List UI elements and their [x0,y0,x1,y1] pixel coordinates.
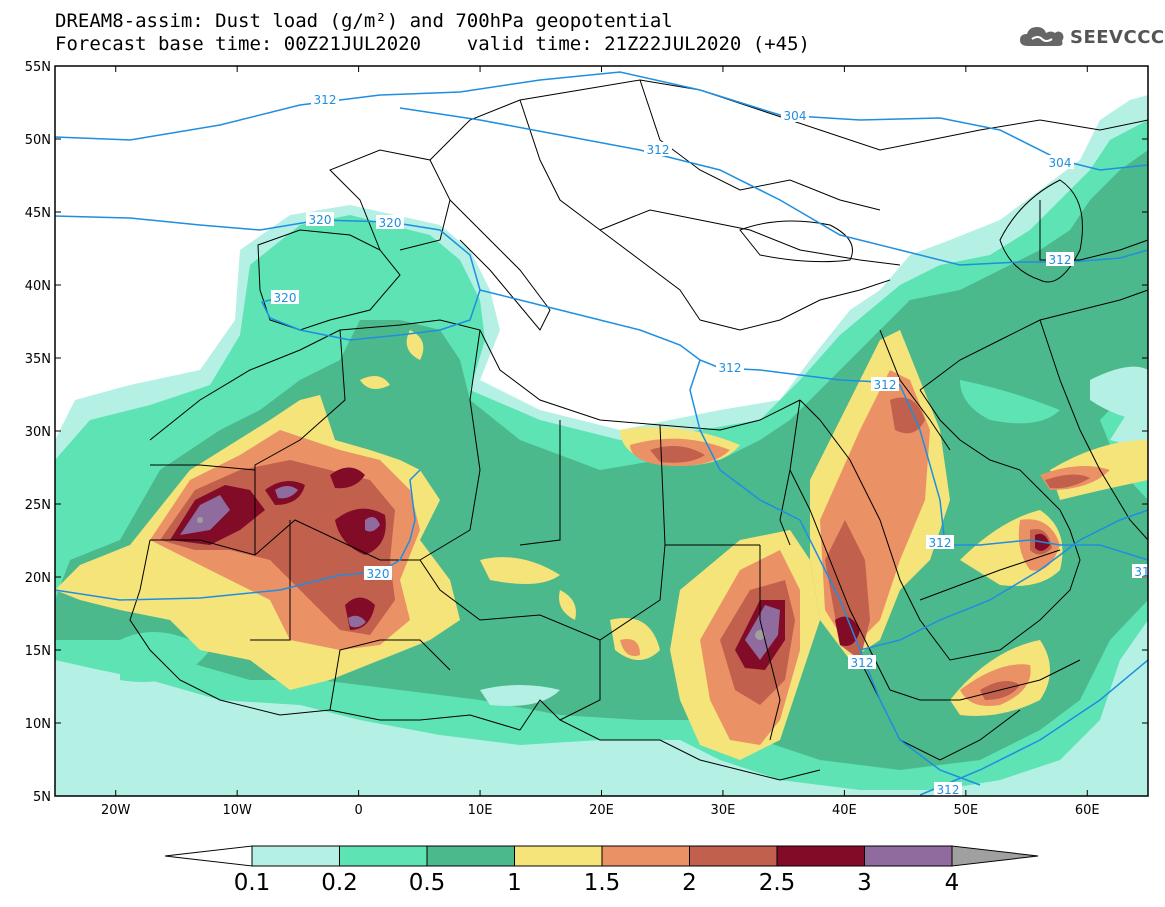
contour-label: 312 [874,378,897,392]
lon-tick-label: 10W [222,803,252,818]
contour-label: 312 [314,93,337,107]
contour-label: 312 [929,536,952,550]
contour-label: 320 [274,291,297,305]
lat-tick-label: 55N [25,60,51,75]
contour-label: 320 [309,213,332,227]
contour-label-bg [1132,564,1152,578]
lon-tick-label: 10E [468,803,493,818]
contour-label-bg [1046,155,1074,169]
colorbar-swatch [251,845,340,867]
map-title: DREAM8-assim: Dust load (g/m²) and 700hP… [55,10,673,32]
lat-tick-label: 50N [25,133,51,148]
contour-label: 312 [719,361,742,375]
contour-label: 304 [784,109,807,123]
lat-tick-label: 20N [25,571,51,586]
lon-tick-label: 20E [589,803,614,818]
colorbar-under-arrow [164,845,253,867]
lat-tick-label: 5N [33,790,51,805]
contour-label-bg [871,377,899,391]
cloud-icon [1020,27,1064,46]
lat-tick-label: 10N [25,717,51,732]
colorbar-label: 4 [944,870,960,896]
latitude-axis: 55N 50N 45N 40N 35N 30N 25N 20N 15N 10N 5N [25,60,1148,805]
colorbar-swatch [426,845,515,867]
colorbar-swatch [601,845,690,867]
seevccc-logo: SEEVCCC [1018,24,1165,50]
forecast-time-subtitle: Forecast base time: 00Z21JUL2020 valid t… [55,33,810,55]
lon-tick-label: 50E [953,803,978,818]
contour-label: 320 [367,567,390,581]
lat-tick-label: 25N [25,498,51,513]
contour-label: 312 [937,783,960,797]
lon-tick-label: 40E [832,803,857,818]
logo-text: SEEVCCC [1070,26,1165,48]
contour-label-bg [311,92,339,106]
contour-label-bg [376,215,404,229]
contour-labels: 312 304 312 304 320 320 320 312 312 312 312 320 312 3… [271,92,1152,797]
colorbar-label: 0.1 [233,870,271,896]
contour-label-bg [364,566,392,580]
contour-label-bg [271,290,299,304]
colorbar-swatch [776,845,865,867]
contour-label-bg [306,212,334,226]
lat-tick-label: 45N [25,206,51,221]
dust-load-field [55,95,1148,796]
longitude-axis: 20W 10W 0 10E 20E 30E 40E 50E 60E [101,66,1100,818]
lon-tick-label: 20W [101,803,131,818]
contour-label-bg [934,782,962,796]
colorbar-label: 0.2 [321,870,358,896]
contour-label-bg [848,655,876,669]
contour-label-bg [644,142,672,156]
contour-label: 312 [851,656,874,670]
contour-label: 312 [647,143,670,157]
colorbar-label: 3 [857,870,872,896]
contour-label: 320 [379,216,402,230]
contour-label: 312 [1049,253,1072,267]
colorbar-label: 0.5 [408,870,446,896]
contour-label-bg [781,108,809,122]
colorbar-label: 2.5 [758,870,796,896]
lat-tick-label: 30N [25,425,51,440]
contour-label-bg [1046,252,1074,266]
lat-tick-label: 15N [25,644,51,659]
colorbar-over-arrow [951,845,1039,867]
lon-tick-label: 0 [354,803,362,818]
contour-label: 304 [1049,156,1072,170]
colorbar-swatch [689,845,778,867]
lat-tick-label: 40N [25,279,51,294]
lat-tick-label: 35N [25,352,51,367]
contour-label-bg [926,535,954,549]
colorbar-label: 2 [682,870,697,896]
colorbar-swatch [514,845,603,867]
contour-label: 31 [1134,565,1149,579]
colorbar-swatch [339,845,428,867]
lon-tick-label: 60E [1075,803,1100,818]
contour-label-bg [716,360,744,374]
colorbar-label: 1.5 [583,870,621,896]
lon-tick-label: 30E [711,803,736,818]
colorbar [164,845,1039,867]
colorbar-swatch [864,845,953,867]
colorbar-label: 1 [507,870,522,896]
